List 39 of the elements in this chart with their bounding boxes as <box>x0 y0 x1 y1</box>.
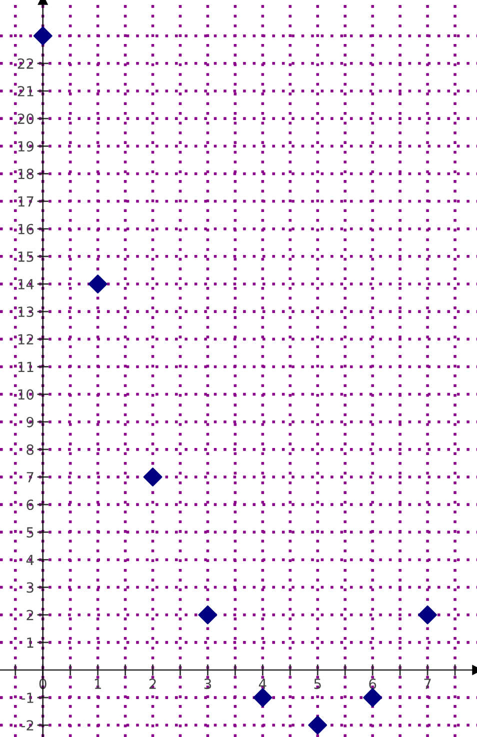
point <box>418 605 438 624</box>
point <box>33 26 52 46</box>
point <box>198 605 218 624</box>
y-tick-label: 7 <box>26 472 34 482</box>
x-tick-label: 1 <box>94 678 101 689</box>
x-tick-label: 3 <box>204 678 212 690</box>
y-tick-label: 4 <box>26 554 34 565</box>
y-tick-label: -1 <box>21 692 34 703</box>
y-tick-label: -2 <box>21 720 34 730</box>
point <box>363 688 382 708</box>
x-tick-label: 5 <box>314 678 321 690</box>
point <box>88 274 108 294</box>
y-tick-label: 19 <box>18 141 34 152</box>
x-tick-label: 2 <box>149 678 156 689</box>
y-tick-label: 16 <box>18 224 34 234</box>
y-tick-label: 12 <box>18 334 34 344</box>
y-tick-label: 9 <box>26 416 34 428</box>
y-tick-label: 3 <box>26 582 34 593</box>
y-tick-label: 20 <box>18 114 34 124</box>
y-tick-label: 18 <box>18 168 34 180</box>
x-tick-label: 7 <box>424 678 431 689</box>
y-tick-label: 21 <box>18 86 34 96</box>
point <box>253 688 272 708</box>
y-tick-label: 22 <box>18 58 34 69</box>
y-tick-label: 2 <box>26 610 34 620</box>
y-tick-label: 6 <box>26 500 34 510</box>
point <box>308 716 328 735</box>
x-tick-label: 6 <box>369 678 376 690</box>
y-tick-label: 17 <box>18 196 34 207</box>
x-tick-label: 4 <box>258 678 266 689</box>
y-tick-label: 8 <box>26 444 34 455</box>
point <box>143 468 162 486</box>
y-tick-label: 14 <box>18 279 34 290</box>
y-tick-label: 5 <box>26 527 34 538</box>
y-tick-label: 11 <box>18 362 34 372</box>
y-tick-label: 10 <box>18 389 34 400</box>
y-tick-label: 1 <box>27 638 34 648</box>
y-tick-label: 13 <box>18 306 34 318</box>
y-tick-label: 15 <box>18 252 34 262</box>
